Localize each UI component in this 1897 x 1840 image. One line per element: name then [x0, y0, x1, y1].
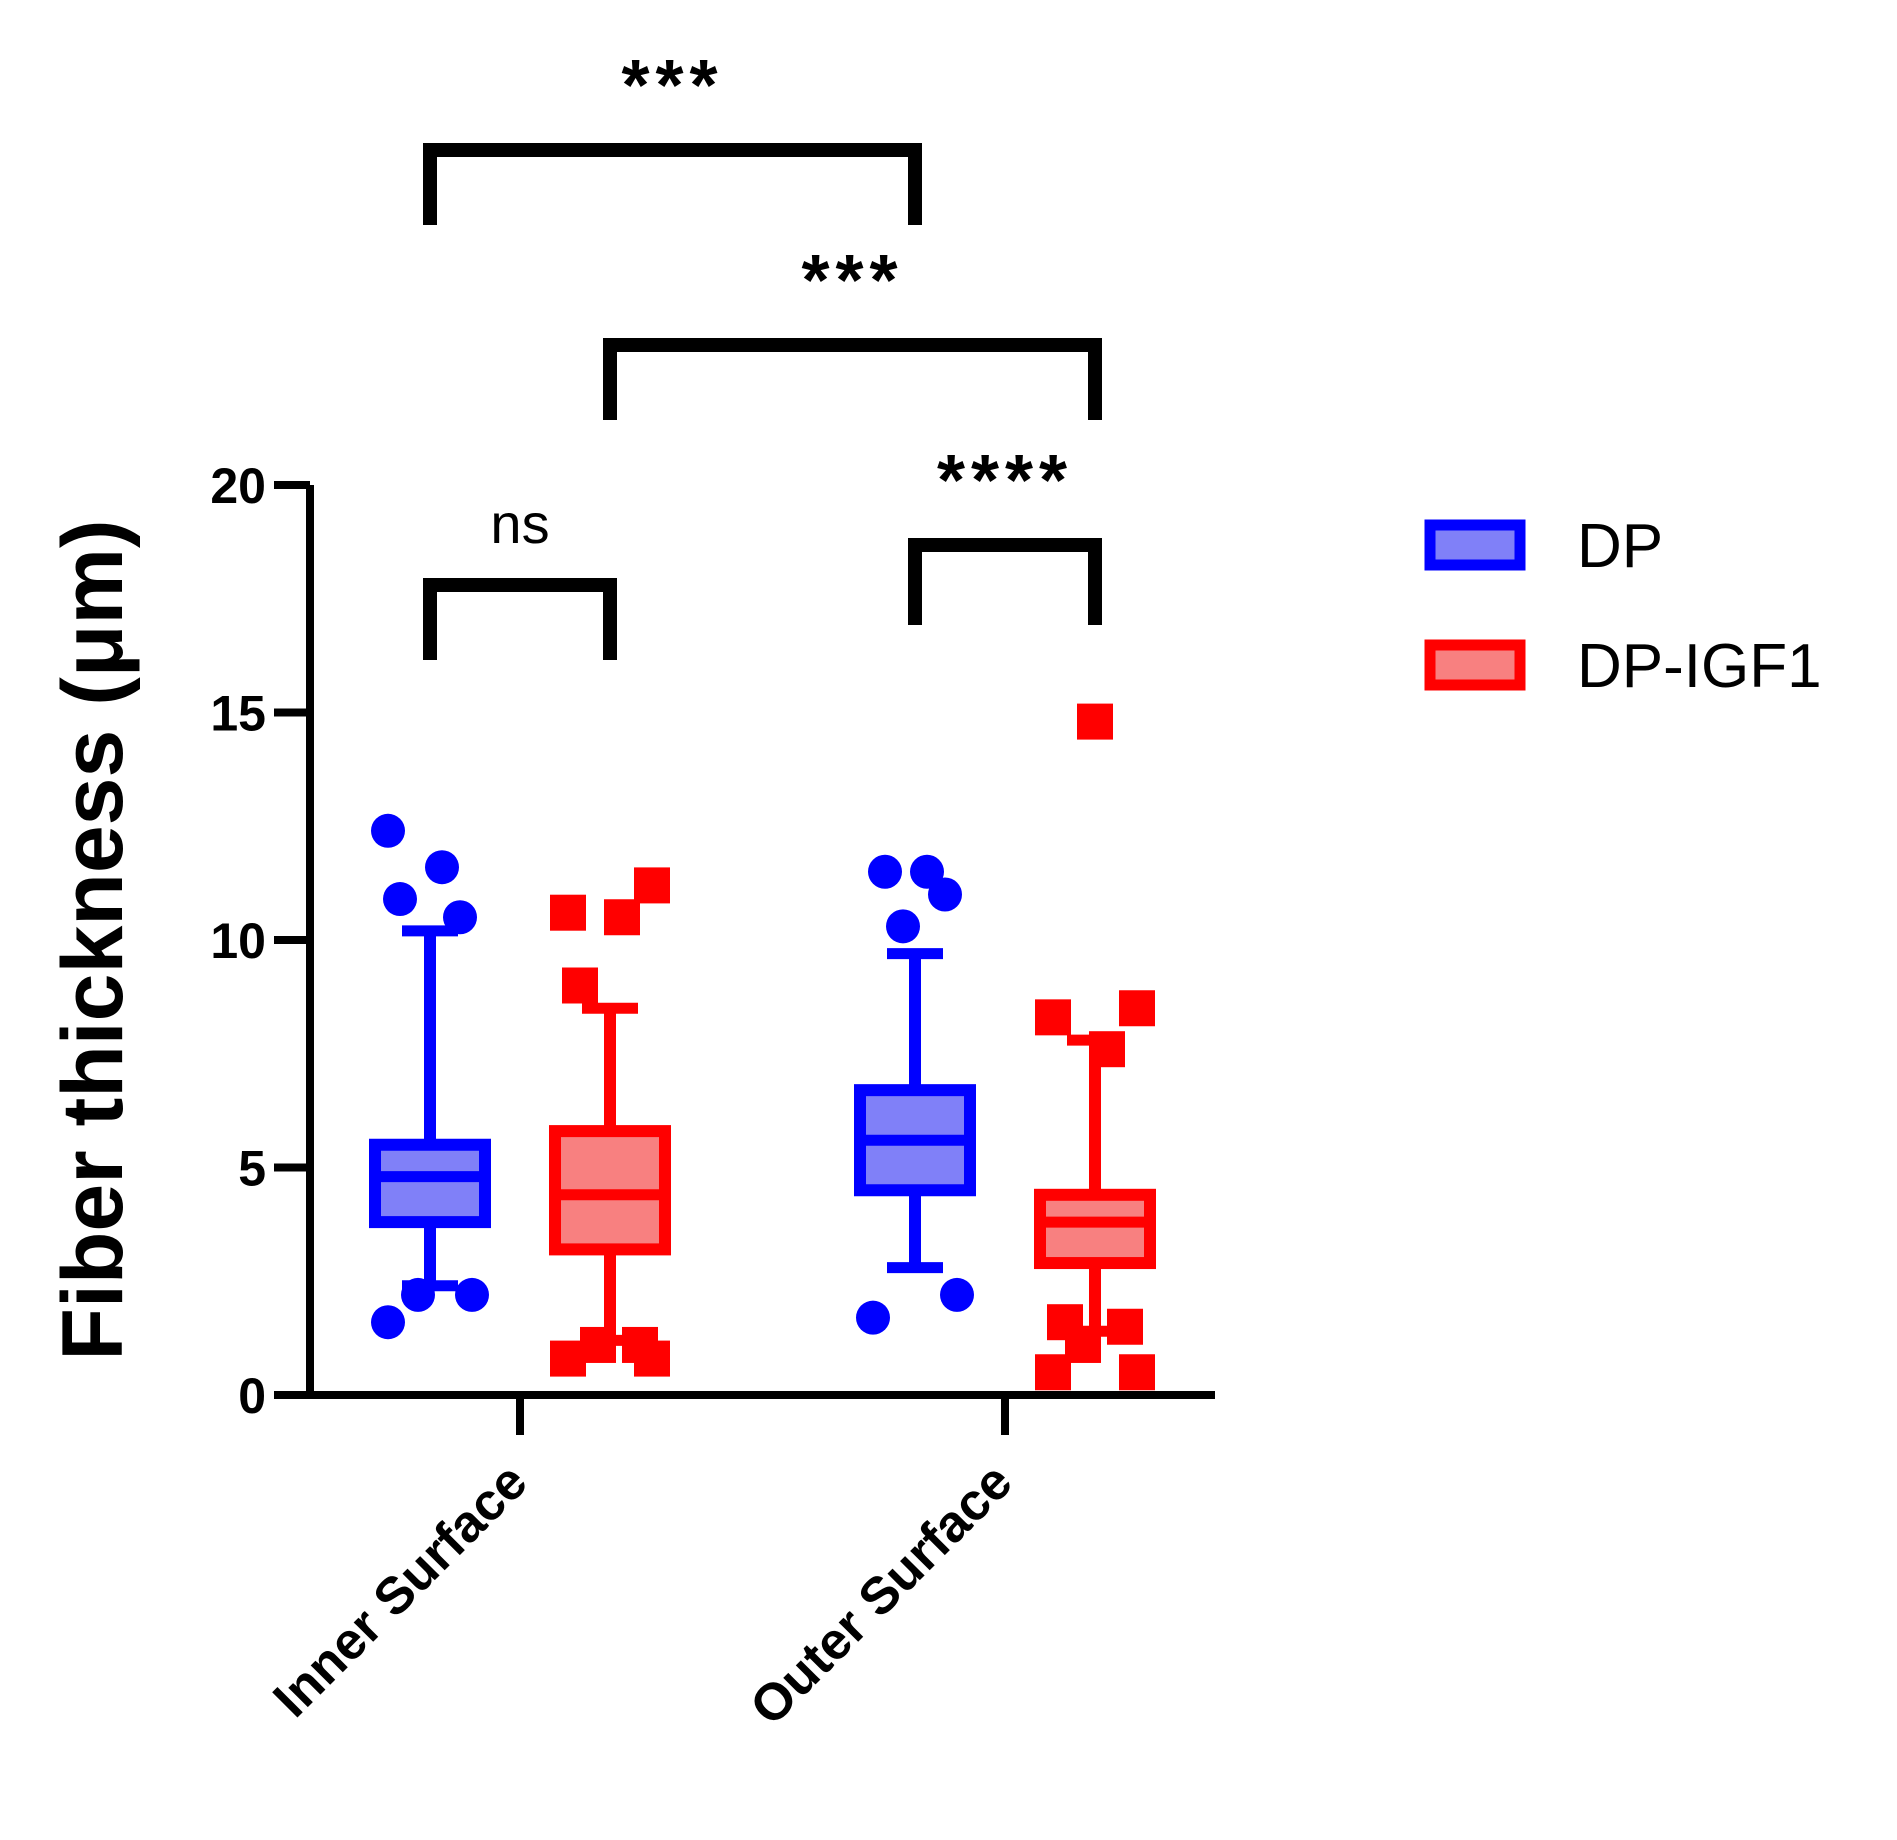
outlier-points — [371, 703, 1155, 1391]
x-tick-label-inner-surface: Inner Surface — [262, 1452, 538, 1728]
outlier-dp-igf1-outer-surface-4 — [1047, 1304, 1083, 1341]
y-axis-ticks: 0 5 10 15 20 — [210, 458, 310, 1424]
outlier-dp-igf1-outer-surface-7 — [1119, 990, 1155, 1027]
outlier-dp-igf1-inner-surface-6 — [550, 894, 586, 931]
bracket-label-3: *** — [621, 46, 723, 126]
legend-item-dp-swatch — [1424, 519, 1526, 571]
box-dp-inner-surface — [369, 1138, 491, 1229]
outlier-dp-igf1-inner-surface-7 — [634, 867, 670, 904]
bracket-0 — [423, 578, 617, 660]
outlier-dp-inner-surface-5 — [425, 850, 459, 885]
bracket-label-2: *** — [801, 241, 903, 321]
y-axis-title: Fiber thickness (μm) — [45, 519, 141, 1360]
outlier-dp-outer-surface-4 — [868, 854, 902, 889]
legend-item-dp-igf1-swatch — [1424, 639, 1526, 691]
outlier-dp-inner-surface-4 — [383, 882, 417, 917]
outlier-dp-inner-surface-2 — [401, 1277, 435, 1312]
y-tick-label-5: 5 — [238, 1141, 266, 1197]
outlier-dp-igf1-inner-surface-5 — [604, 899, 640, 936]
bracket-label-0: ns — [490, 492, 549, 555]
outlier-dp-outer-surface-0 — [856, 1300, 890, 1335]
outlier-dp-igf1-inner-surface-2 — [580, 1326, 616, 1363]
outlier-dp-igf1-inner-surface-3 — [622, 1326, 658, 1363]
y-tick-label-20: 20 — [210, 458, 266, 514]
legend-item-dp-label: DP — [1577, 512, 1663, 581]
outlier-dp-igf1-outer-surface-6 — [1035, 999, 1071, 1036]
bracket-1 — [908, 538, 1102, 625]
legend-item-dp: DP — [1424, 512, 1663, 581]
x-tick-label-outer-surface: Outer Surface — [739, 1452, 1023, 1736]
outlier-dp-igf1-outer-surface-5 — [1089, 1031, 1125, 1068]
legend: DP DP-IGF1 — [1424, 512, 1822, 701]
outlier-dp-igf1-outer-surface-8 — [1077, 703, 1113, 740]
significance-annotations: ns********** — [423, 46, 1102, 660]
outlier-dp-inner-surface-6 — [371, 813, 405, 848]
outlier-dp-outer-surface-2 — [886, 909, 920, 944]
x-axis-labels: Inner Surface Outer Surface — [262, 1452, 1023, 1736]
outlier-dp-outer-surface-1 — [940, 1277, 974, 1312]
boxes — [369, 925, 1156, 1346]
legend-item-dp-igf1-label: DP-IGF1 — [1577, 632, 1822, 701]
plot-area: 0 5 10 15 20 — [210, 458, 1215, 1435]
outlier-dp-igf1-inner-surface-4 — [562, 967, 598, 1004]
bracket-3 — [423, 143, 922, 225]
outlier-dp-outer-surface-3 — [928, 877, 962, 912]
box-dp-igf1-outer-surface — [1034, 1188, 1156, 1270]
outlier-dp-inner-surface-3 — [443, 900, 477, 935]
y-tick-label-10: 10 — [210, 913, 266, 969]
bracket-label-1: **** — [937, 441, 1073, 521]
outlier-dp-outer-surface-5 — [910, 854, 944, 889]
outlier-dp-igf1-outer-surface-3 — [1107, 1308, 1143, 1345]
y-tick-label-0: 0 — [238, 1368, 266, 1424]
axes — [306, 485, 1215, 1435]
outlier-dp-igf1-outer-surface-1 — [1119, 1354, 1155, 1391]
bracket-2 — [603, 338, 1102, 420]
outlier-dp-inner-surface-0 — [371, 1305, 405, 1340]
legend-item-dp-igf1: DP-IGF1 — [1424, 632, 1822, 701]
outlier-dp-inner-surface-1 — [455, 1277, 489, 1312]
y-tick-label-15: 15 — [210, 686, 266, 742]
